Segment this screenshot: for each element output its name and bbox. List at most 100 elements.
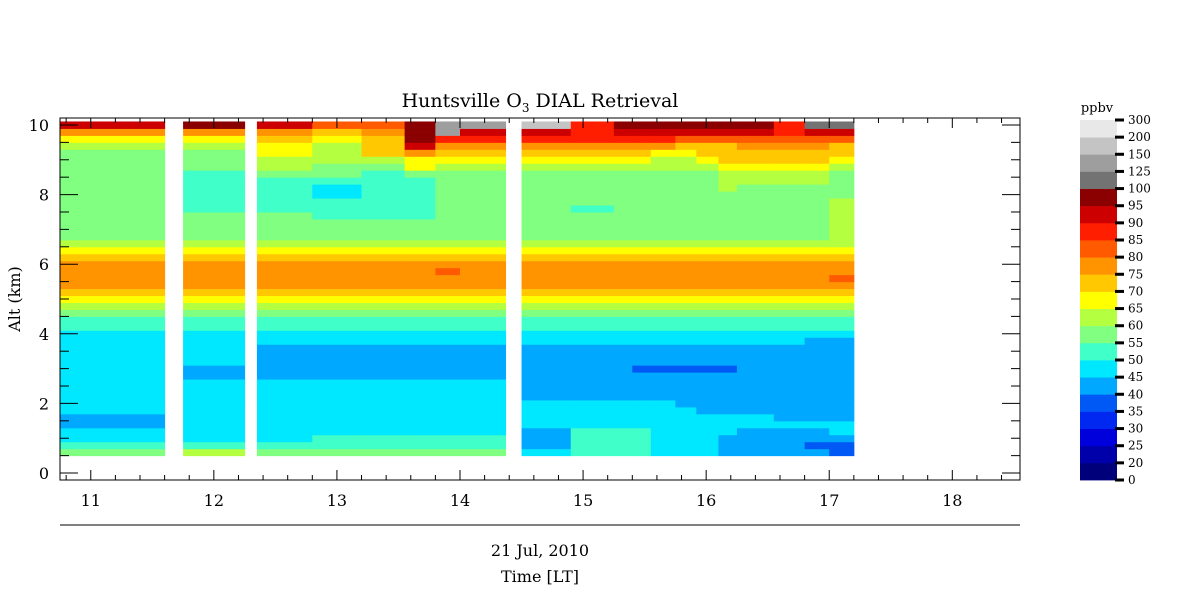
heatmap-cell	[460, 156, 507, 164]
heatmap-cell	[256, 406, 313, 415]
heatmap-cell	[675, 142, 697, 150]
heatmap-cell	[404, 211, 436, 220]
heatmap-cell	[632, 135, 652, 143]
heatmap-cell	[675, 225, 697, 234]
heatmap-cell	[718, 288, 738, 297]
heatmap-cell	[632, 344, 652, 352]
heatmap-cell	[613, 239, 633, 248]
heatmap-cell	[804, 434, 830, 443]
heatmap-cell	[718, 128, 738, 136]
heatmap-cell	[632, 413, 652, 422]
heatmap-cell	[650, 302, 676, 310]
heatmap-cell	[183, 225, 246, 234]
heatmap-cell	[361, 434, 406, 443]
heatmap-cell	[829, 365, 855, 373]
heatmap-cell	[60, 448, 166, 457]
heatmap-cell	[312, 142, 363, 150]
heatmap-cell	[613, 218, 633, 227]
heatmap-cell	[718, 211, 738, 220]
heatmap-cells	[60, 121, 855, 457]
heatmap-cell	[460, 365, 507, 373]
heatmap-cell	[361, 246, 406, 255]
heatmap-cell	[435, 386, 461, 394]
heatmap-cell	[460, 309, 507, 317]
heatmap-cell	[696, 191, 719, 199]
heatmap-cell	[773, 205, 806, 213]
heatmap-cell	[256, 135, 313, 143]
heatmap-cell	[736, 295, 775, 303]
heatmap-cell	[773, 351, 806, 359]
heatmap-cell	[736, 365, 775, 373]
heatmap-cell	[312, 191, 363, 199]
heatmap-cell	[521, 344, 572, 352]
heatmap-cell	[650, 420, 676, 429]
heatmap-cell	[570, 232, 615, 241]
heatmap-cell	[632, 379, 652, 387]
heatmap-cell	[361, 121, 406, 129]
heatmap-cell	[718, 337, 738, 345]
heatmap-cell	[675, 420, 697, 429]
heatmap-cell	[804, 149, 830, 157]
heatmap-cell	[183, 427, 246, 436]
colorbar-tick-label: 100	[1128, 182, 1151, 196]
heatmap-cell	[696, 128, 719, 136]
heatmap-cell	[736, 149, 775, 157]
heatmap-cell	[435, 260, 461, 269]
heatmap-cell	[404, 330, 436, 338]
heatmap-cell	[736, 427, 775, 436]
heatmap-cell	[613, 142, 633, 150]
heatmap-cell	[804, 121, 830, 129]
heatmap-cell	[804, 295, 830, 303]
heatmap-cell	[613, 260, 633, 269]
y-axis-label: Alt (km)	[5, 266, 24, 333]
heatmap-cell	[675, 406, 697, 415]
heatmap-cell	[773, 163, 806, 171]
heatmap-cell	[60, 420, 166, 429]
heatmap-cell	[696, 239, 719, 248]
heatmap-cell	[773, 142, 806, 150]
heatmap-cell	[460, 330, 507, 338]
heatmap-cell	[404, 218, 436, 227]
heatmap-cell	[650, 260, 676, 269]
heatmap-cell	[773, 121, 806, 129]
heatmap-cell	[570, 323, 615, 331]
heatmap-cell	[183, 128, 246, 136]
colorbar-swatch	[1080, 205, 1117, 224]
heatmap-cell	[404, 135, 436, 143]
heatmap-cell	[632, 225, 652, 234]
heatmap-cell	[650, 232, 676, 241]
heatmap-cell	[183, 448, 246, 457]
heatmap-cell	[256, 163, 313, 171]
heatmap-cell	[361, 358, 406, 366]
heatmap-cell	[696, 316, 719, 324]
heatmap-cell	[460, 191, 507, 199]
heatmap-cell	[60, 295, 166, 303]
heatmap-cell	[650, 211, 676, 220]
heatmap-cell	[183, 406, 246, 415]
heatmap-cell	[60, 177, 166, 185]
heatmap-cell	[460, 211, 507, 220]
heatmap-cell	[460, 281, 507, 290]
heatmap-cell	[613, 281, 633, 290]
colorbar-swatch	[1080, 377, 1117, 395]
heatmap-cell	[435, 267, 461, 276]
heatmap-cell	[312, 358, 363, 366]
heatmap-cell	[570, 135, 615, 143]
heatmap-cell	[804, 156, 830, 164]
heatmap-cell	[632, 386, 652, 394]
heatmap-cell	[829, 211, 855, 220]
heatmap-cell	[60, 274, 166, 283]
heatmap-cell	[183, 295, 246, 303]
heatmap-cell	[675, 309, 697, 317]
heatmap-cell	[696, 225, 719, 234]
heatmap-cell	[183, 198, 246, 206]
heatmap-cell	[361, 406, 406, 415]
heatmap-cell	[736, 406, 775, 415]
heatmap-cell	[521, 232, 572, 241]
heatmap-cell	[256, 177, 313, 185]
heatmap-cell	[650, 406, 676, 415]
heatmap-cell	[773, 239, 806, 248]
heatmap-cell	[675, 149, 697, 157]
heatmap-cell	[460, 344, 507, 352]
heatmap-cell	[804, 260, 830, 269]
